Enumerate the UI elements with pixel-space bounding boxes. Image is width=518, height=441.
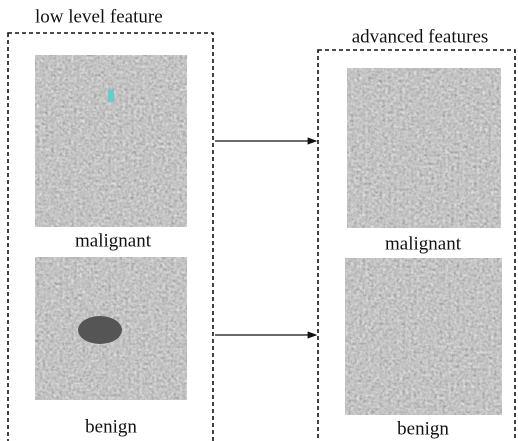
highlight (108, 90, 114, 102)
image-label: benign (85, 416, 137, 437)
diagram: low level feature malignant benign advan… (0, 0, 518, 441)
image (35, 55, 187, 227)
image-label: malignant (75, 230, 152, 251)
lesion (78, 316, 122, 344)
image-label: benign (397, 418, 449, 439)
image-label: malignant (385, 233, 462, 254)
image (347, 68, 501, 228)
panel-title: advanced features (352, 26, 489, 47)
image (345, 258, 502, 415)
panel-title: low level feature (35, 6, 163, 27)
